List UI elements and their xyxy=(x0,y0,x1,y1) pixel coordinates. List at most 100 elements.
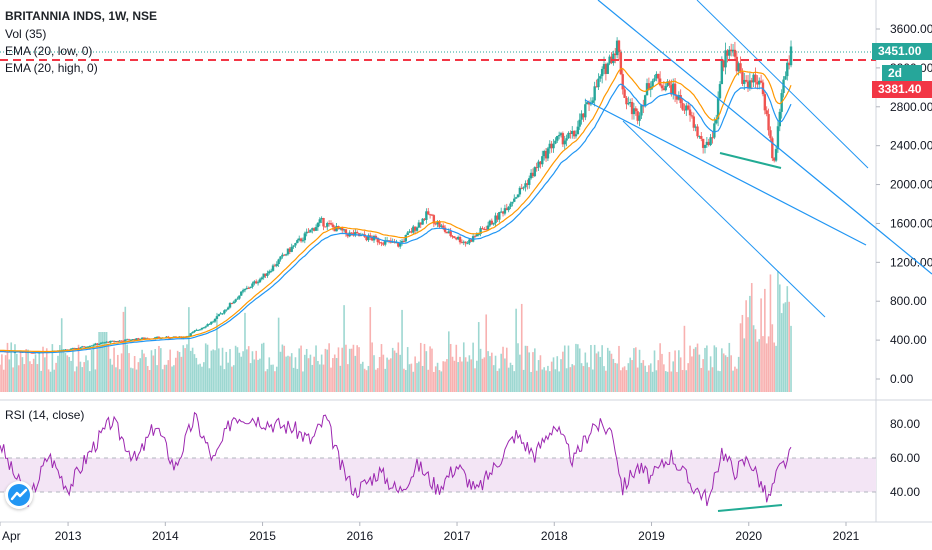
candle-body xyxy=(64,349,67,351)
volume-bar xyxy=(762,336,764,392)
volume-bar xyxy=(55,362,57,392)
candle-body xyxy=(273,265,277,267)
volume-bar xyxy=(528,352,531,392)
volume-bar xyxy=(507,367,510,392)
candle-body xyxy=(498,212,501,220)
volume-bar xyxy=(395,352,398,392)
volume-bar xyxy=(513,371,516,392)
candle-body xyxy=(320,217,323,220)
volume-bar xyxy=(240,356,243,392)
volume-bar xyxy=(120,353,123,392)
volume-bar xyxy=(547,365,549,392)
candle-body xyxy=(412,226,415,233)
candle-body xyxy=(537,161,540,168)
candle-body xyxy=(455,238,458,240)
candle-body xyxy=(713,123,716,138)
volume-bar xyxy=(530,371,532,392)
volume-bar xyxy=(382,354,385,392)
candle-body xyxy=(354,232,357,236)
volume-bar xyxy=(361,361,364,392)
ema-high-legend[interactable]: EMA (20, high, 0) xyxy=(5,61,98,75)
candle-body xyxy=(133,339,136,341)
volume-bar xyxy=(717,370,719,392)
candle-body xyxy=(77,348,80,350)
volume-bar xyxy=(305,348,308,392)
candle-body xyxy=(292,245,295,247)
tradingview-logo[interactable] xyxy=(5,481,33,509)
candle-body xyxy=(715,119,718,124)
volume-bar xyxy=(404,370,407,392)
candle-body xyxy=(168,338,172,340)
candle-body xyxy=(488,220,492,226)
volume-bar xyxy=(139,358,142,392)
candle-body xyxy=(122,340,125,342)
volume-bar xyxy=(345,344,347,392)
volume-bar xyxy=(204,343,207,392)
volume-bar xyxy=(221,347,224,392)
candle-body xyxy=(370,237,374,241)
candle-body xyxy=(670,85,673,95)
candle-body xyxy=(125,339,129,341)
volume-bar xyxy=(683,325,686,392)
candle-body xyxy=(542,150,546,157)
volume-bar xyxy=(317,360,319,392)
time-tick-label: 2015 xyxy=(249,529,276,543)
candle-body xyxy=(314,227,318,231)
volume-bar xyxy=(590,345,592,392)
candle-body xyxy=(86,346,90,348)
volume-bar xyxy=(567,345,570,392)
volume-bar xyxy=(735,368,738,392)
volume-bar xyxy=(584,352,587,392)
candle-body xyxy=(284,254,288,256)
volume-bar xyxy=(130,367,132,392)
candle-body xyxy=(309,229,312,233)
volume-bar xyxy=(560,359,562,392)
candle-body xyxy=(602,64,606,69)
volume-bar xyxy=(709,356,712,392)
volume-bar xyxy=(433,371,435,392)
volume-legend[interactable]: Vol (35) xyxy=(5,27,47,41)
candle-body xyxy=(711,137,714,139)
candle-body xyxy=(215,316,219,319)
volume-bar xyxy=(332,358,334,392)
volume-bar xyxy=(681,370,684,392)
volume-bar xyxy=(614,362,617,392)
candle-body xyxy=(443,227,447,232)
volume-bar xyxy=(403,368,405,392)
candle-body xyxy=(505,208,508,211)
candle-body xyxy=(677,95,681,100)
volume-bar xyxy=(173,365,175,392)
candle-body xyxy=(703,144,707,148)
candle-body xyxy=(595,86,598,88)
candle-body xyxy=(225,309,228,311)
ema-low-legend[interactable]: EMA (20, low, 0) xyxy=(5,44,93,58)
volume-bar xyxy=(262,342,265,392)
time-tick-label: 2018 xyxy=(541,529,568,543)
volume-bar xyxy=(188,307,190,392)
volume-bar xyxy=(515,308,517,392)
candle-body xyxy=(769,130,772,139)
candle-body xyxy=(599,76,602,79)
volume-bar xyxy=(487,351,489,392)
volume-bar xyxy=(36,364,39,392)
volume-bar xyxy=(631,360,633,392)
candle-body xyxy=(735,56,738,72)
rsi-legend[interactable]: RSI (14, close) xyxy=(5,408,85,422)
candle-body xyxy=(327,223,331,225)
volume-bar xyxy=(259,358,261,392)
candle-body xyxy=(82,346,86,348)
volume-bar xyxy=(492,365,495,392)
volume-bar xyxy=(734,366,736,392)
volume-bar xyxy=(532,352,534,392)
volume-bar xyxy=(431,348,433,392)
candle-body xyxy=(771,138,774,159)
volume-bar xyxy=(328,343,330,392)
volume-bar xyxy=(42,346,44,392)
candle-body xyxy=(651,80,654,87)
candle-body xyxy=(664,86,667,91)
volume-bar xyxy=(537,360,540,392)
candle-body xyxy=(496,215,499,220)
candle-body xyxy=(281,254,284,257)
volume-bar xyxy=(378,357,381,392)
